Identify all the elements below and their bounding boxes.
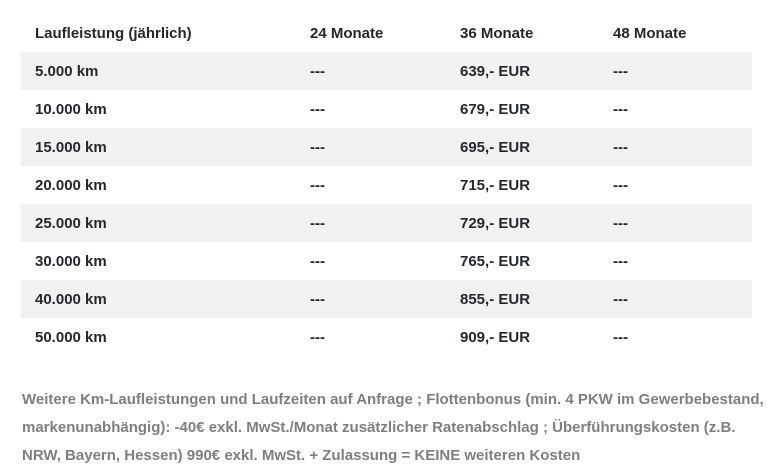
rate-cell: --- bbox=[296, 52, 446, 90]
rate-cell: --- bbox=[599, 52, 752, 90]
rate-cell: 639,- EUR bbox=[446, 52, 599, 90]
km-cell: 40.000 km bbox=[21, 280, 296, 318]
column-header-48-monate: 48 Monate bbox=[599, 14, 752, 52]
rate-cell: 695,- EUR bbox=[446, 128, 599, 166]
column-header-24-monate: 24 Monate bbox=[296, 14, 446, 52]
rate-cell: 855,- EUR bbox=[446, 280, 599, 318]
rate-cell: 679,- EUR bbox=[446, 90, 599, 128]
rate-cell: --- bbox=[296, 280, 446, 318]
rate-cell: --- bbox=[296, 128, 446, 166]
rates-table-body: 5.000 km --- 639,- EUR --- 10.000 km --- 679,-… bbox=[21, 52, 752, 356]
km-cell: 10.000 km bbox=[21, 90, 296, 128]
column-header-laufleistung: Laufleistung (jährlich) bbox=[21, 14, 296, 52]
table-row: 20.000 km --- 715,- EUR --- bbox=[21, 166, 752, 204]
rate-cell: --- bbox=[599, 318, 752, 356]
table-header-row: Laufleistung (jährlich) 24 Monate 36 Mon… bbox=[21, 14, 752, 52]
km-cell: 20.000 km bbox=[21, 166, 296, 204]
rate-cell: --- bbox=[599, 90, 752, 128]
rate-cell: --- bbox=[599, 128, 752, 166]
table-row: 50.000 km --- 909,- EUR --- bbox=[21, 318, 752, 356]
rate-cell: --- bbox=[296, 318, 446, 356]
table-row: 30.000 km --- 765,- EUR --- bbox=[21, 242, 752, 280]
leasing-rates-table: Laufleistung (jährlich) 24 Monate 36 Mon… bbox=[21, 14, 752, 356]
km-cell: 15.000 km bbox=[21, 128, 296, 166]
rate-cell: 765,- EUR bbox=[446, 242, 599, 280]
table-row: 40.000 km --- 855,- EUR --- bbox=[21, 280, 752, 318]
rate-cell: 909,- EUR bbox=[446, 318, 599, 356]
rate-cell: --- bbox=[296, 166, 446, 204]
footnote-text: Weitere Km-Laufleistungen und Laufzeiten… bbox=[22, 391, 764, 464]
rate-cell: 715,- EUR bbox=[446, 166, 599, 204]
table-row: 10.000 km --- 679,- EUR --- bbox=[21, 90, 752, 128]
rate-cell: --- bbox=[599, 280, 752, 318]
rate-cell: --- bbox=[599, 166, 752, 204]
table-row: 15.000 km --- 695,- EUR --- bbox=[21, 128, 752, 166]
rate-cell: --- bbox=[296, 242, 446, 280]
rate-cell: --- bbox=[296, 204, 446, 242]
km-cell: 25.000 km bbox=[21, 204, 296, 242]
km-cell: 30.000 km bbox=[21, 242, 296, 280]
table-row: 25.000 km --- 729,- EUR --- bbox=[21, 204, 752, 242]
rate-cell: --- bbox=[296, 90, 446, 128]
table-row: 5.000 km --- 639,- EUR --- bbox=[21, 52, 752, 90]
rate-cell: --- bbox=[599, 204, 752, 242]
km-cell: 50.000 km bbox=[21, 318, 296, 356]
rate-cell: 729,- EUR bbox=[446, 204, 599, 242]
rate-cell: --- bbox=[599, 242, 752, 280]
column-header-36-monate: 36 Monate bbox=[446, 14, 599, 52]
km-cell: 5.000 km bbox=[21, 52, 296, 90]
